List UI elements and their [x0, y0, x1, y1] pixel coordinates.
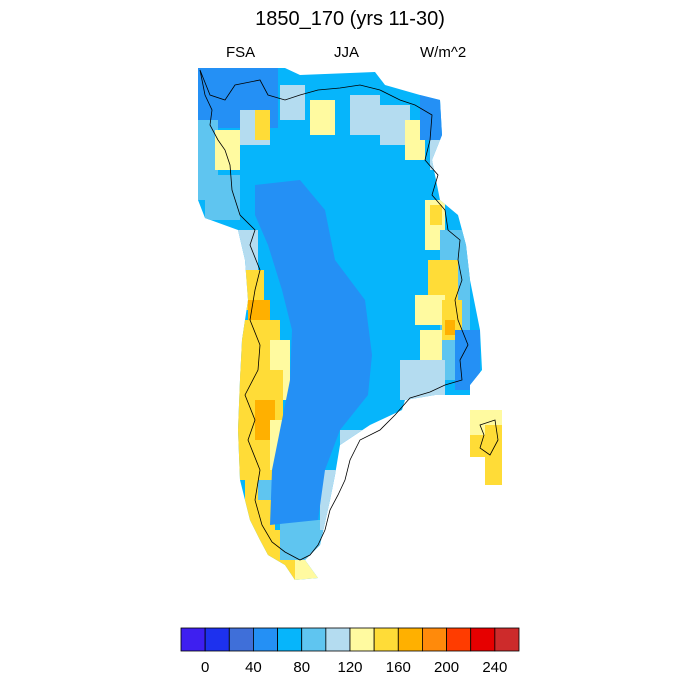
colorbar-swatch	[397, 627, 423, 652]
units-label: W/m^2	[420, 44, 467, 61]
field-cell	[310, 100, 335, 135]
colorbar-tick-label: 200	[434, 659, 459, 676]
colorbar-tick-label: 40	[245, 659, 262, 676]
colorbar-ticks: 0 40 80 120 160 200 240	[201, 659, 507, 676]
colorbar-tick-label: 240	[482, 659, 507, 676]
colorbar-swatch	[228, 627, 254, 652]
field-cell	[280, 85, 305, 120]
map-title: 1850_170 (yrs 11-30)	[255, 8, 445, 30]
colorbar-swatch	[470, 627, 496, 652]
colorbar-tick-label: 0	[201, 659, 209, 676]
field-cell	[415, 295, 445, 325]
field-cell	[420, 330, 442, 360]
field-cell	[350, 95, 380, 135]
colorbar-swatch	[253, 627, 278, 652]
colorbar-swatch	[180, 627, 206, 652]
season-label: JJA	[334, 44, 360, 61]
coastline	[479, 419, 499, 456]
interior-core	[255, 180, 372, 525]
field-cell	[400, 360, 445, 400]
field-cell	[430, 205, 442, 225]
field-cell	[215, 130, 240, 170]
field-cell	[258, 480, 273, 500]
colorbar-swatch	[277, 627, 303, 652]
field-cell	[255, 110, 270, 140]
colorbar-tick-label: 80	[293, 659, 310, 676]
coastline	[199, 69, 469, 561]
field-cell	[248, 300, 270, 325]
field-cell	[445, 320, 455, 335]
colorbar-swatches	[180, 627, 520, 652]
colorbar-tick-label: 120	[337, 659, 362, 676]
colorbar-swatch	[422, 627, 447, 652]
colorbar-swatch	[204, 627, 230, 652]
colorbar-swatch	[349, 627, 375, 652]
colorbar-swatch	[494, 627, 520, 652]
colorbar-swatch	[446, 627, 472, 652]
colorbar-swatch	[325, 627, 351, 652]
variable-label: FSA	[226, 44, 256, 61]
colorbar-tick-label: 160	[386, 659, 411, 676]
colorbar-swatch	[301, 627, 327, 652]
colorbar-swatch	[373, 627, 399, 652]
